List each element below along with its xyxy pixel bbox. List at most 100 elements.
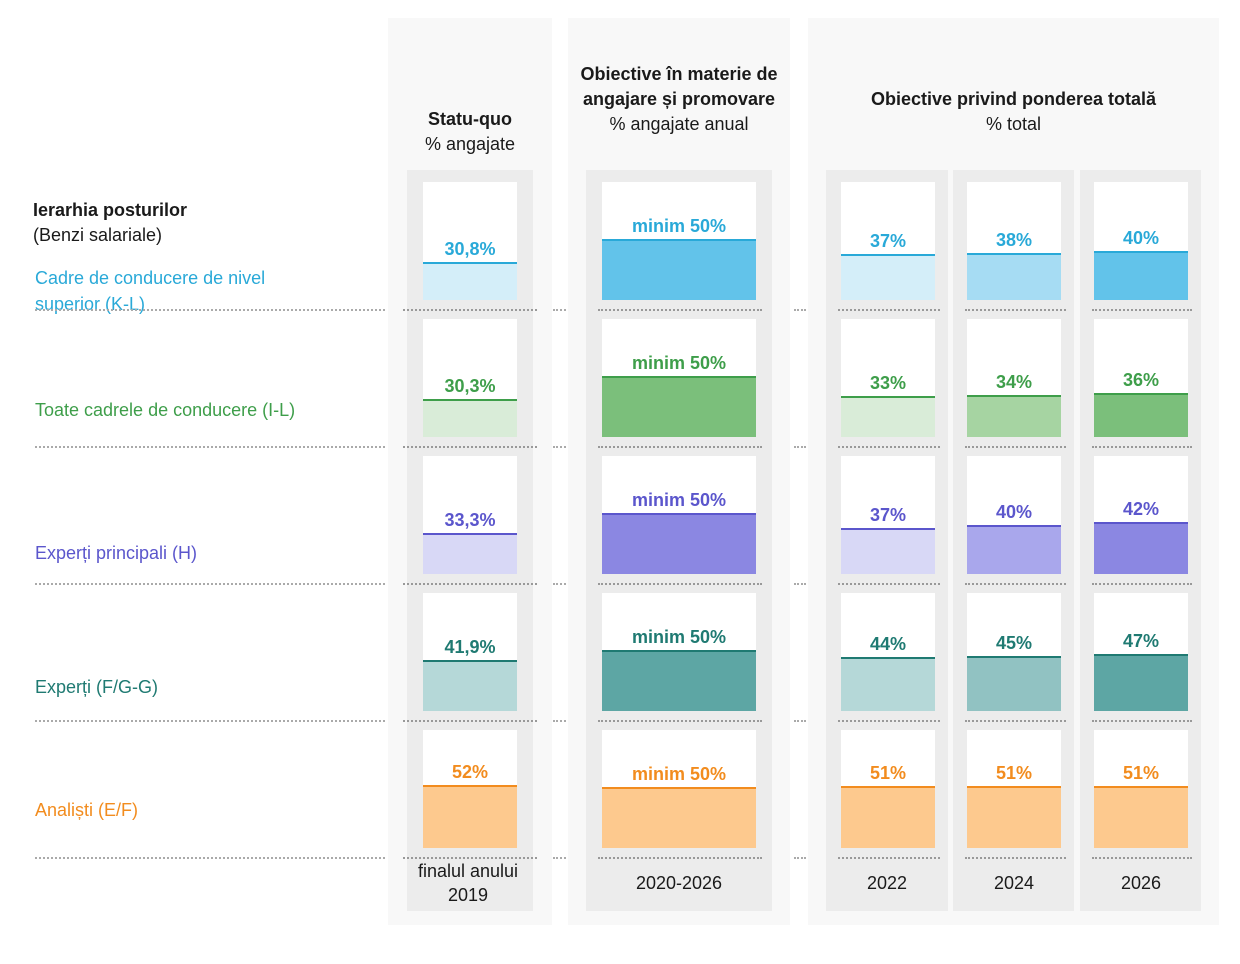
cell-2024-row-3: 40% xyxy=(967,456,1061,574)
row-separator xyxy=(35,857,385,859)
row-separator xyxy=(838,857,940,859)
bar-fill xyxy=(967,786,1061,848)
bar-fill xyxy=(967,525,1061,574)
row-separator xyxy=(598,720,762,722)
data-label: 34% xyxy=(995,372,1033,392)
row-separator xyxy=(35,583,385,585)
data-label: minim 50% xyxy=(631,764,727,784)
cell-2026-row-2: 36% xyxy=(1094,319,1188,437)
data-label: minim 50% xyxy=(631,627,727,647)
cell-2024-row-2: 34% xyxy=(967,319,1061,437)
row-separator xyxy=(965,583,1066,585)
row-separator xyxy=(965,720,1066,722)
row-separator xyxy=(35,309,385,311)
cell-2026-row-5: 51% xyxy=(1094,730,1188,848)
header-status-quo-subtitle: % angajate xyxy=(424,134,516,154)
row-separator xyxy=(1092,720,1192,722)
row-separator xyxy=(965,309,1066,311)
cell-finalul-anului-2019-row-2: 30,3% xyxy=(423,319,517,437)
row-separator xyxy=(35,446,385,448)
column-label-2019: finalul anului 2019 xyxy=(417,861,519,905)
cell-2020-2026-row-4: minim 50% xyxy=(602,593,756,711)
row-separator xyxy=(838,309,940,311)
row-separator xyxy=(553,446,566,448)
row-separator xyxy=(598,446,762,448)
data-label: 42% xyxy=(1122,499,1160,519)
data-label: minim 50% xyxy=(631,216,727,236)
cell-finalul-anului-2019-row-1: 30,8% xyxy=(423,182,517,300)
cell-2020-2026-row-2: minim 50% xyxy=(602,319,756,437)
row-label-all-management: Toate cadrele de conducere (I-L) xyxy=(35,400,296,420)
row-separator xyxy=(598,309,762,311)
bar-fill xyxy=(602,787,756,848)
cell-2022-row-3: 37% xyxy=(841,456,935,574)
data-label: 30,3% xyxy=(444,376,496,396)
bar-fill xyxy=(1094,522,1188,574)
data-label: 38% xyxy=(995,230,1033,250)
bar-fill xyxy=(967,395,1061,437)
data-label: 45% xyxy=(995,633,1033,653)
header-share-targets-title: Obiective privind ponderea totală xyxy=(870,89,1157,109)
data-label: 33% xyxy=(869,373,907,393)
cell-2020-2026-row-1: minim 50% xyxy=(602,182,756,300)
cell-finalul-anului-2019-row-3: 33,3% xyxy=(423,456,517,574)
row-separator xyxy=(553,857,566,859)
row-separator xyxy=(965,446,1066,448)
row-separator xyxy=(1092,309,1192,311)
header-share-targets-subtitle: % total xyxy=(985,114,1042,134)
data-label: 40% xyxy=(995,502,1033,522)
bar-fill xyxy=(602,650,756,711)
data-label: 51% xyxy=(1122,763,1160,783)
row-label-experts: Experți (F/G-G) xyxy=(35,677,159,697)
bar-fill xyxy=(841,254,935,300)
row-label-analysts: Analiști (E/F) xyxy=(35,800,139,820)
bar-fill xyxy=(423,785,517,848)
bar-fill xyxy=(1094,786,1188,848)
data-label: 33,3% xyxy=(444,510,496,530)
row-separator xyxy=(838,446,940,448)
header-hiring-targets-title: Obiective în materie de angajare și prom… xyxy=(580,64,778,109)
row-separator xyxy=(403,720,537,722)
header-status-quo-title: Statu-quo xyxy=(428,109,512,129)
row-separator xyxy=(598,583,762,585)
bar-fill xyxy=(423,660,517,711)
data-label: 47% xyxy=(1122,631,1160,651)
bar-fill xyxy=(423,399,517,437)
column-label-2022: 2022 xyxy=(866,873,908,893)
row-separator xyxy=(838,720,940,722)
data-label: 37% xyxy=(869,231,907,251)
row-axis-title-main: Ierarhia posturilor xyxy=(33,200,188,220)
bar-fill xyxy=(423,262,517,300)
row-separator xyxy=(403,857,537,859)
row-separator xyxy=(1092,583,1192,585)
row-separator xyxy=(965,857,1066,859)
row-separator xyxy=(794,583,806,585)
cell-2022-row-1: 37% xyxy=(841,182,935,300)
cell-2022-row-4: 44% xyxy=(841,593,935,711)
row-separator xyxy=(403,309,537,311)
cell-2022-row-5: 51% xyxy=(841,730,935,848)
row-separator xyxy=(1092,857,1192,859)
row-separator xyxy=(838,583,940,585)
cell-2026-row-4: 47% xyxy=(1094,593,1188,711)
row-separator xyxy=(794,446,806,448)
bar-fill xyxy=(967,656,1061,711)
data-label: 37% xyxy=(869,505,907,525)
row-separator xyxy=(794,720,806,722)
bar-fill xyxy=(841,396,935,437)
row-separator xyxy=(403,583,537,585)
cell-2024-row-4: 45% xyxy=(967,593,1061,711)
row-separator xyxy=(35,720,385,722)
header-share-targets: Obiective privind ponderea totală % tota… xyxy=(808,87,1219,137)
bar-fill xyxy=(602,376,756,437)
cell-2024-row-5: 51% xyxy=(967,730,1061,848)
bar-fill xyxy=(602,513,756,574)
header-hiring-targets-subtitle: % angajate anual xyxy=(609,114,749,134)
cell-finalul-anului-2019-row-4: 41,9% xyxy=(423,593,517,711)
data-label: 52% xyxy=(451,762,489,782)
data-label: 40% xyxy=(1122,228,1160,248)
bar-fill xyxy=(1094,654,1188,711)
data-label: minim 50% xyxy=(631,490,727,510)
cell-2020-2026-row-3: minim 50% xyxy=(602,456,756,574)
row-separator xyxy=(553,583,566,585)
